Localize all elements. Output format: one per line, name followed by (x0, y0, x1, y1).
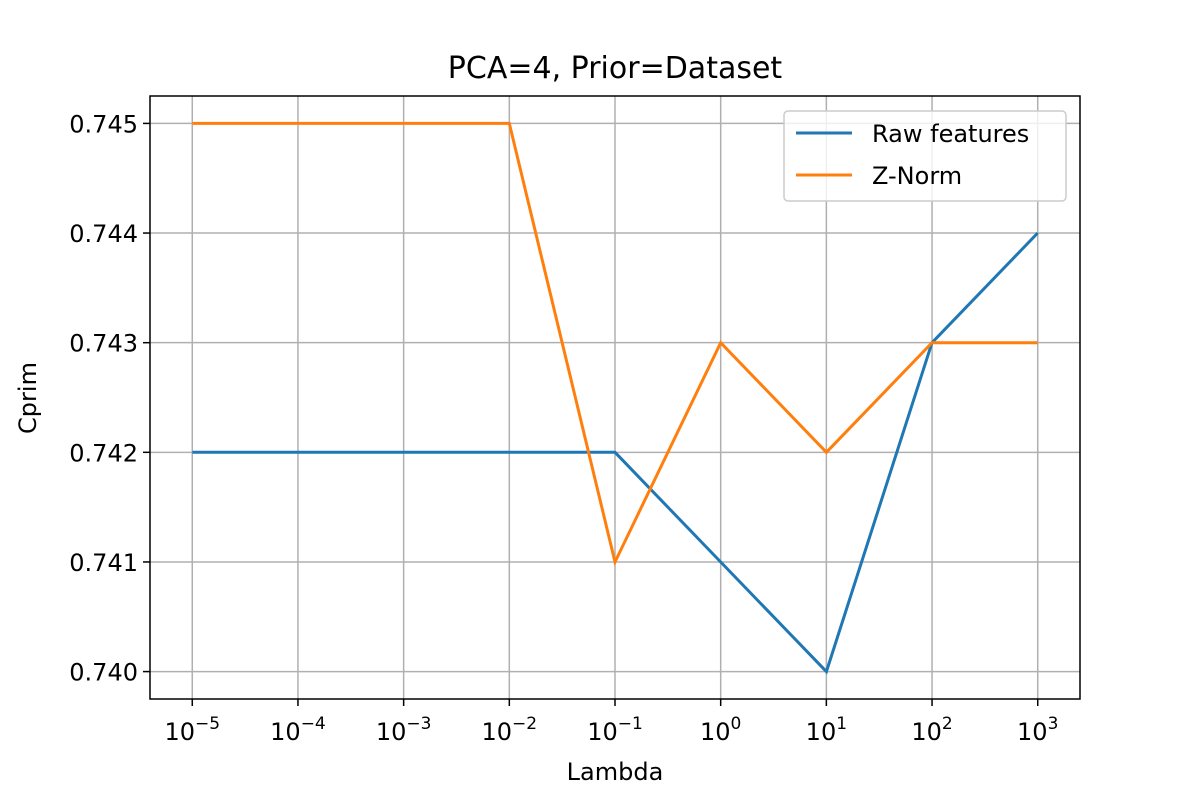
x-tick-label: 101 (806, 714, 847, 746)
y-tick-label: 0.744 (69, 220, 138, 248)
axis-ticks: 10−5 10−4 10−3 10−2 10−1 100 101 102 103 0.740 0.7… (69, 110, 1058, 746)
y-tick-label: 0.740 (69, 659, 138, 687)
y-tick-label: 0.745 (69, 110, 138, 138)
series-line-z-norm (192, 121, 1038, 567)
legend: Raw features Z-Norm (783, 110, 1067, 202)
series-lines (192, 121, 1039, 675)
chart-title: PCA=4, Prior=Dataset (448, 51, 783, 86)
x-tick-label: 103 (1017, 714, 1058, 746)
y-axis-label: Cprim (14, 362, 42, 434)
x-tick-label: 10−2 (482, 714, 538, 746)
x-tick-label: 10−1 (587, 714, 643, 746)
y-tick-label: 0.742 (69, 439, 138, 467)
x-tick-label: 102 (911, 714, 952, 746)
x-tick-label: 10−4 (270, 714, 326, 746)
legend-box (783, 110, 1067, 202)
legend-label-z-norm: Z-Norm (872, 162, 962, 190)
x-tick-label: 10−5 (164, 714, 220, 746)
x-tick-label: 10−3 (376, 714, 432, 746)
x-tick-label: 100 (700, 714, 741, 746)
legend-label-raw-features: Raw features (872, 120, 1029, 148)
x-axis-label: Lambda (567, 758, 664, 786)
y-tick-label: 0.741 (69, 549, 138, 577)
y-tick-label: 0.743 (69, 330, 138, 358)
series-line-raw-features (192, 231, 1039, 675)
